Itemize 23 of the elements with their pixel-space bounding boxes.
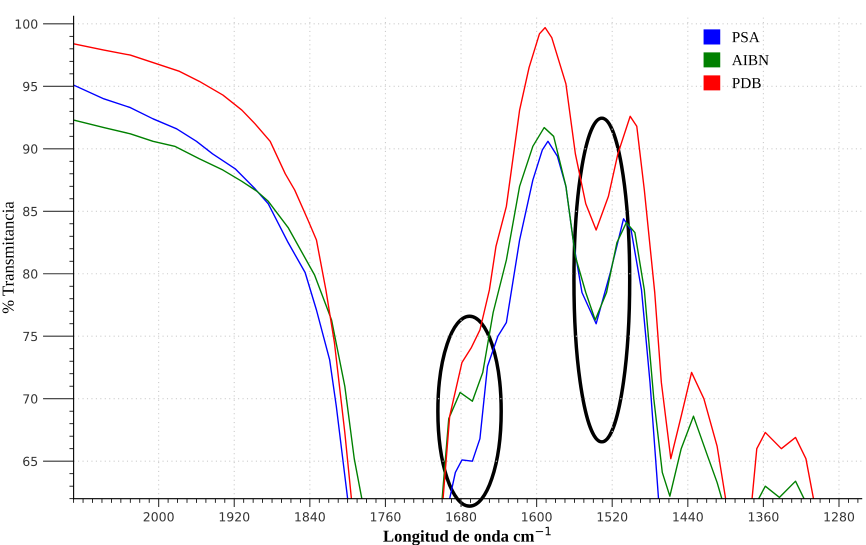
x-tick-label: 1680 xyxy=(446,512,476,522)
legend-label: PDB xyxy=(732,78,761,88)
y-tick-label: 80 xyxy=(23,269,38,279)
y-tick-label: 65 xyxy=(23,456,38,466)
x-tick-label: 1520 xyxy=(598,512,628,522)
x-tick-label: 1440 xyxy=(673,512,703,522)
x-tick-label: 1600 xyxy=(522,512,552,522)
y-tick-label: 100 xyxy=(16,19,38,29)
x-axis-title: Longitud de onda cm$^{−1}$ xyxy=(383,526,551,545)
y-tick-label: 70 xyxy=(23,394,38,404)
y-tick-label: 85 xyxy=(23,206,38,216)
y-tick-label: 95 xyxy=(23,82,38,92)
y-tick-label: 90 xyxy=(23,144,38,154)
legend-label: AIBN xyxy=(732,55,769,66)
x-tick-label: 1840 xyxy=(295,512,325,522)
x-tick-label: 2000 xyxy=(144,512,174,522)
x-tick-label: 1760 xyxy=(370,512,401,522)
x-tick-label: 1920 xyxy=(220,512,250,522)
y-axis-title: % Transmitancia xyxy=(2,201,14,314)
x-tick-label: 1280 xyxy=(824,512,854,522)
legend-label: PSA xyxy=(732,32,760,42)
y-tick-label: 75 xyxy=(23,332,38,342)
x-tick-label: 1360 xyxy=(748,512,778,522)
